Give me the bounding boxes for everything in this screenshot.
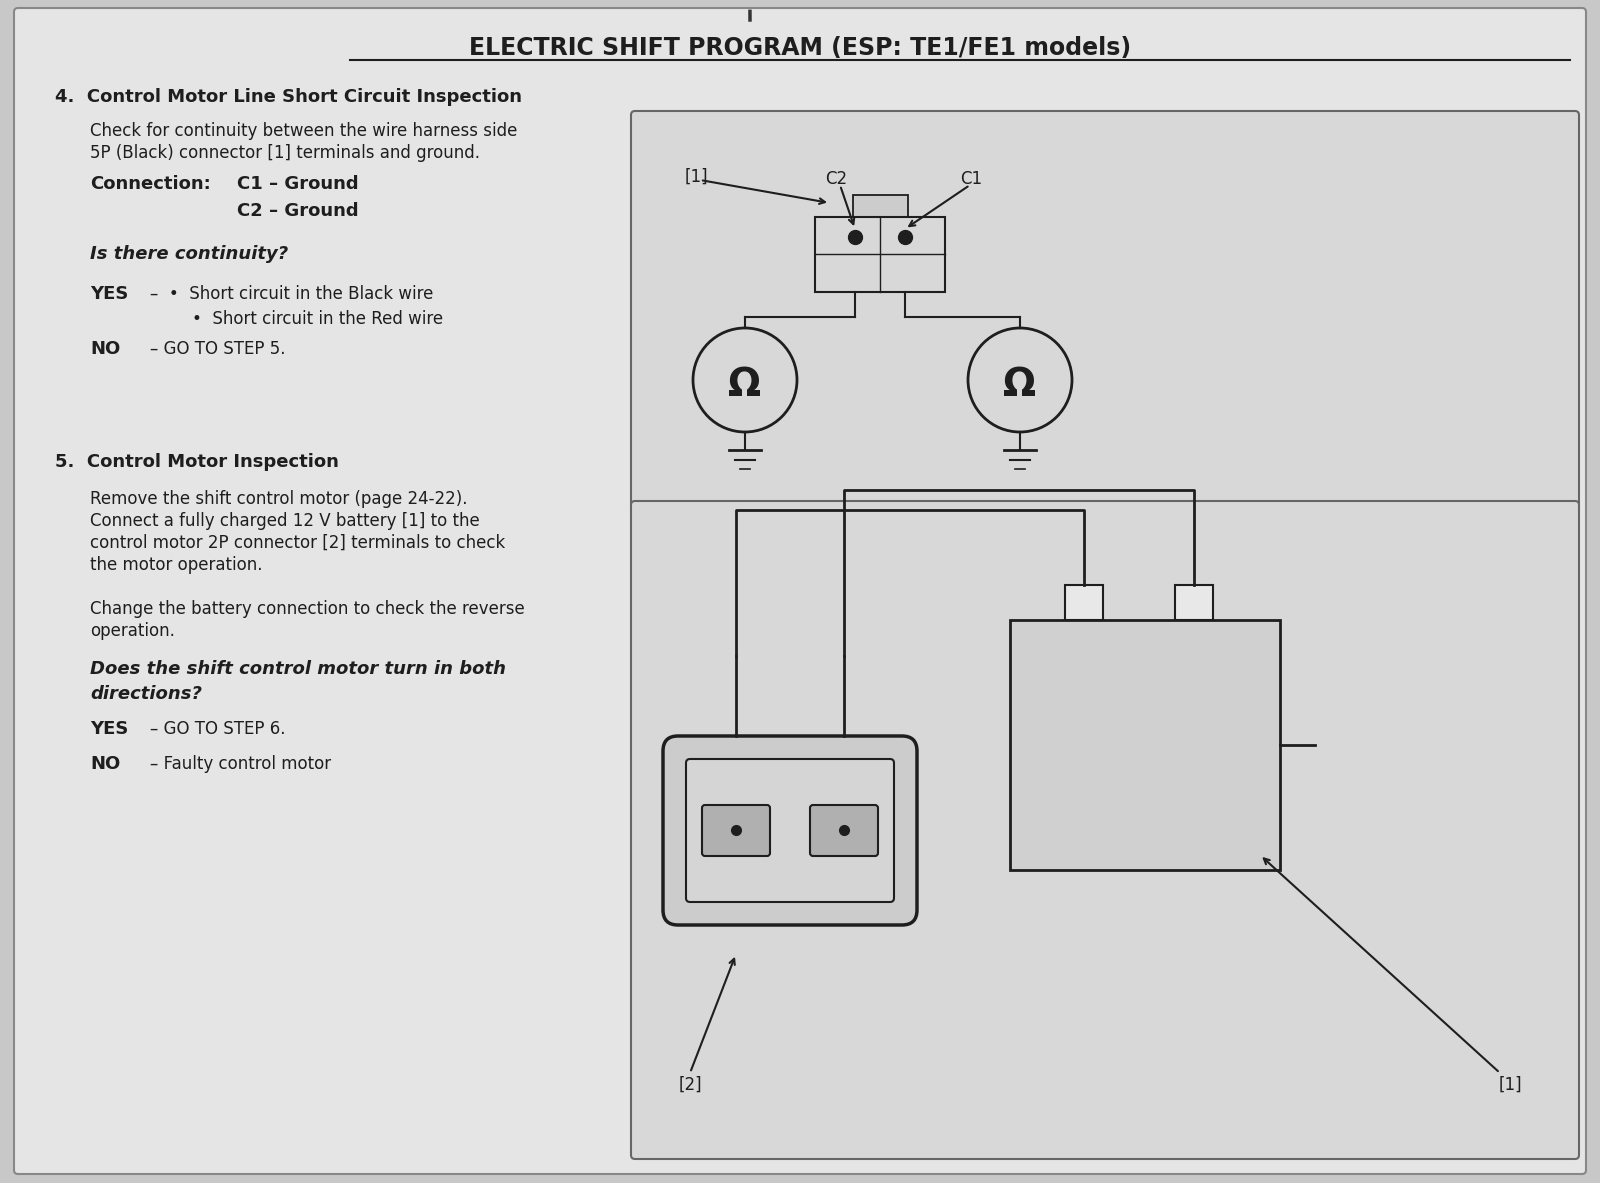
Text: Does the shift control motor turn in both: Does the shift control motor turn in bot…: [90, 660, 506, 678]
Bar: [1174, 586, 1213, 620]
Text: directions?: directions?: [90, 685, 202, 703]
Text: Ω: Ω: [1003, 366, 1037, 405]
FancyBboxPatch shape: [702, 804, 770, 856]
Text: operation.: operation.: [90, 622, 174, 640]
FancyBboxPatch shape: [686, 759, 894, 901]
Text: C2 – Ground: C2 – Ground: [237, 202, 358, 220]
Text: 4.  Control Motor Line Short Circuit Inspection: 4. Control Motor Line Short Circuit Insp…: [54, 88, 522, 106]
Bar: [853, 195, 909, 216]
Bar: [1066, 586, 1102, 620]
FancyBboxPatch shape: [630, 111, 1579, 509]
Text: •  Short circuit in the Red wire: • Short circuit in the Red wire: [192, 310, 443, 328]
Text: Connection:: Connection:: [90, 175, 211, 193]
Text: control motor 2P connector [2] terminals to check: control motor 2P connector [2] terminals…: [90, 534, 506, 552]
Text: YES: YES: [90, 285, 128, 303]
Text: NO: NO: [90, 755, 120, 772]
Bar: [814, 216, 946, 292]
Text: C2: C2: [826, 170, 846, 188]
Bar: [1010, 620, 1280, 870]
Text: Check for continuity between the wire harness side: Check for continuity between the wire ha…: [90, 122, 517, 140]
Text: NO: NO: [90, 340, 120, 358]
Text: C1 – Ground: C1 – Ground: [237, 175, 358, 193]
FancyBboxPatch shape: [14, 8, 1586, 1174]
Text: ELECTRIC SHIFT PROGRAM (ESP: TE1/FE1 models): ELECTRIC SHIFT PROGRAM (ESP: TE1/FE1 mod…: [469, 35, 1131, 60]
Text: 5P (Black) connector [1] terminals and ground.: 5P (Black) connector [1] terminals and g…: [90, 144, 480, 162]
FancyBboxPatch shape: [662, 736, 917, 925]
Text: Ω: Ω: [728, 366, 762, 405]
Text: – GO TO STEP 6.: – GO TO STEP 6.: [150, 720, 285, 738]
Text: Connect a fully charged 12 V battery [1] to the: Connect a fully charged 12 V battery [1]…: [90, 512, 480, 530]
FancyBboxPatch shape: [810, 804, 878, 856]
Text: – Faulty control motor: – Faulty control motor: [150, 755, 331, 772]
Text: [1]: [1]: [1498, 1077, 1522, 1094]
Text: the motor operation.: the motor operation.: [90, 556, 262, 574]
Text: Change the battery connection to check the reverse: Change the battery connection to check t…: [90, 600, 525, 618]
Text: –  •  Short circuit in the Black wire: – • Short circuit in the Black wire: [150, 285, 434, 303]
FancyBboxPatch shape: [630, 500, 1579, 1159]
Text: Is there continuity?: Is there continuity?: [90, 245, 288, 263]
Text: 5.  Control Motor Inspection: 5. Control Motor Inspection: [54, 453, 339, 471]
Text: – GO TO STEP 5.: – GO TO STEP 5.: [150, 340, 285, 358]
Text: [1]: [1]: [685, 168, 709, 186]
Text: [2]: [2]: [678, 1077, 702, 1094]
Text: C1: C1: [960, 170, 982, 188]
Text: YES: YES: [90, 720, 128, 738]
Text: Remove the shift control motor (page 24-22).: Remove the shift control motor (page 24-…: [90, 490, 467, 508]
